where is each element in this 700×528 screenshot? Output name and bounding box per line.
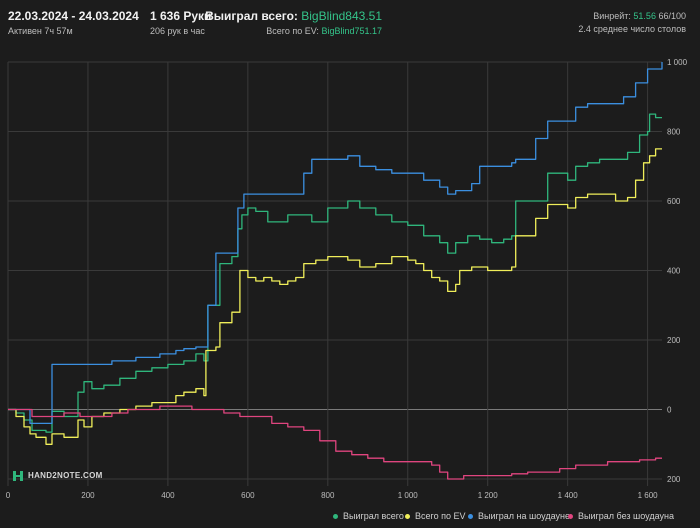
legend-dot-icon — [333, 514, 338, 520]
x-tick-label: 1 600 — [638, 491, 659, 500]
x-tick-label: 1 400 — [558, 491, 579, 500]
hand2note-logo: HAND2NOTE.COM — [12, 470, 103, 482]
legend-dot-icon — [468, 514, 473, 520]
legend-dot-icon — [568, 514, 573, 520]
y-tick-label: 600 — [667, 197, 681, 206]
x-tick-label: 200 — [81, 491, 95, 500]
series-line-2 — [8, 62, 663, 425]
legend-label: Всего по EV — [415, 511, 466, 521]
y-tick-label: 200 — [667, 475, 681, 484]
legend-item-non-showdown[interactable]: Выиграл без шоудауна — [568, 511, 674, 521]
x-tick-label: 1 200 — [478, 491, 499, 500]
chart-legend: Выиграл всего Всего по EV Выиграл на шоу… — [0, 506, 700, 526]
avg-tables: 2.4 среднее число столов — [578, 24, 686, 34]
hands-count: 1 636 Руки — [150, 9, 212, 23]
stats-header: 22.03.2024 - 24.03.2024 Активен 7ч 57м 1… — [0, 0, 700, 58]
series-line-1 — [8, 148, 662, 445]
won-value: BigBlind843.51 — [301, 9, 382, 23]
y-tick-label: 400 — [667, 267, 681, 276]
logo-text: HAND2NOTE.COM — [28, 471, 103, 481]
winnings-info: Выиграл всего: BigBlind843.51 Всего по E… — [205, 9, 382, 36]
legend-item-ev[interactable]: Всего по EV — [405, 511, 465, 521]
y-tick-label: 0 — [667, 406, 672, 415]
series-line-0 — [8, 113, 662, 433]
date-range: 22.03.2024 - 24.03.2024 — [8, 9, 139, 23]
hands-info: 1 636 Руки 206 рук в час — [150, 9, 211, 36]
y-tick-label: 1 000 — [667, 58, 688, 67]
ev-label: Всего по EV: — [266, 26, 319, 36]
x-tick-label: 0 — [6, 491, 11, 500]
hand2note-icon — [13, 471, 23, 481]
winrate-value: 51.56 — [633, 11, 656, 21]
winrate-info: Винрейт: 51.56 66/100 2.4 среднее число … — [578, 11, 686, 34]
x-tick-label: 600 — [241, 491, 255, 500]
winrate-label: Винрейт: — [593, 11, 631, 21]
legend-label: Выиграл на шоудауне — [478, 511, 570, 521]
won-label: Выиграл всего: — [205, 9, 298, 23]
hands-per-hour: 206 рук в час — [150, 26, 205, 36]
legend-item-total[interactable]: Выиграл всего — [333, 511, 404, 521]
legend-label: Выиграл без шоудауна — [578, 511, 674, 521]
legend-label: Выиграл всего — [343, 511, 404, 521]
session-info: 22.03.2024 - 24.03.2024 Активен 7ч 57м — [8, 9, 139, 36]
profit-chart: 1 000 800 600 400 200 0 200 0 200 400 600 800 1 000 1… — [6, 58, 688, 500]
winrate-rest: 66/100 — [658, 11, 686, 21]
active-time: Активен 7ч 57м — [8, 26, 73, 36]
x-tick-label: 400 — [161, 491, 175, 500]
y-tick-label: 800 — [667, 128, 681, 137]
x-tick-label: 1 000 — [398, 491, 419, 500]
legend-dot-icon — [405, 514, 410, 520]
series-line-3 — [8, 405, 662, 480]
ev-value: BigBlind751.17 — [321, 26, 382, 36]
y-tick-label: 200 — [667, 336, 681, 345]
x-tick-label: 800 — [321, 491, 335, 500]
legend-item-showdown[interactable]: Выиграл на шоудауне — [468, 511, 570, 521]
